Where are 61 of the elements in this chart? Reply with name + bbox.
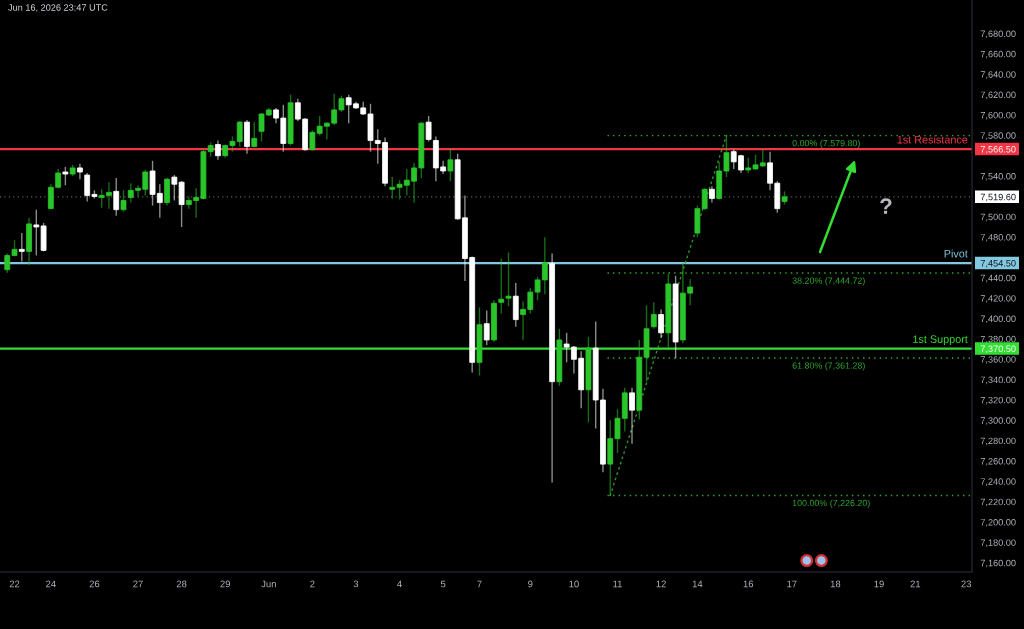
- y-tick-label: 7,340.00: [980, 376, 1016, 385]
- x-tick-label: 18: [830, 580, 841, 588]
- y-tick-label: 7,440.00: [980, 274, 1016, 283]
- ref-line-label: 1st Resistance: [897, 135, 968, 144]
- ref-line-label: 38.20% (7,444.72): [792, 277, 865, 286]
- annotation: ?: [880, 198, 892, 214]
- y-tick-label: 7,370.50: [980, 345, 1016, 354]
- x-tick-label: 22: [9, 580, 20, 588]
- x-tick-label: 28: [176, 580, 187, 588]
- y-tick-label: 7,240.00: [980, 478, 1016, 486]
- y-tick-label: 7,220.00: [980, 498, 1016, 507]
- y-tick-label: 7,660.00: [980, 50, 1016, 59]
- y-tick-label: 7,380.00: [980, 335, 1016, 344]
- ref-line-label: 100.00% (7,226.20): [792, 499, 870, 508]
- x-tick-label: 10: [569, 580, 579, 588]
- y-tick-label: 7,600.00: [980, 111, 1016, 120]
- x-tick-label: 12: [656, 580, 666, 588]
- x-tick-label: 9: [528, 580, 533, 588]
- x-tick-label: 11: [613, 580, 622, 588]
- x-tick-label: 26: [89, 580, 100, 588]
- x-tick-label: Jun: [261, 580, 276, 588]
- y-tick-label: 7,680.00: [980, 30, 1016, 39]
- x-tick-label: 5: [440, 580, 446, 588]
- x-tick-label: 7: [477, 580, 482, 588]
- x-tick-label: 27: [133, 580, 143, 588]
- y-tick-label: 7,540.00: [980, 173, 1016, 181]
- y-tick-label: 7,500.00: [980, 213, 1016, 222]
- x-tick-label: 16: [743, 580, 754, 588]
- y-tick-label: 7,400.00: [980, 315, 1016, 324]
- candlestick: [164, 177, 170, 207]
- y-tick-label: 7,640.00: [980, 71, 1016, 79]
- x-tick-label: 14: [692, 580, 703, 588]
- y-tick-label: 7,420.00: [980, 295, 1016, 303]
- y-tick-label: 7,519.60: [980, 193, 1016, 202]
- y-tick-label: 7,454.50: [980, 260, 1016, 268]
- y-tick-label: 7,566.50: [980, 146, 1016, 154]
- x-tick-label: 21: [910, 580, 921, 588]
- y-tick-label: 7,360.00: [980, 356, 1016, 364]
- x-tick-label: 2: [310, 580, 315, 588]
- x-tick-label: 24: [46, 580, 56, 588]
- y-tick-label: 7,320.00: [980, 396, 1016, 405]
- x-tick-label: 17: [787, 580, 797, 588]
- y-tick-label: 7,580.00: [980, 132, 1016, 140]
- y-tick-label: 7,280.00: [980, 437, 1016, 446]
- x-tick-label: 19: [874, 580, 884, 588]
- ref-line-label: 0.00% (7,579.80): [792, 139, 860, 149]
- y-tick-label: 7,160.00: [980, 559, 1016, 568]
- x-tick-label: 3: [353, 580, 359, 588]
- annotation: Jun 16, 2026 23:47 UTC: [8, 4, 108, 12]
- y-tick-label: 7,480.00: [980, 234, 1016, 242]
- x-tick-label: 4: [397, 580, 402, 588]
- y-tick-label: 7,300.00: [980, 417, 1016, 425]
- ref-line-label: 1st Support: [913, 335, 968, 346]
- y-tick-label: 7,180.00: [980, 539, 1016, 547]
- y-tick-label: 7,620.00: [980, 91, 1016, 100]
- x-tick-label: 29: [220, 580, 231, 588]
- x-tick-label: 23: [961, 580, 972, 588]
- ref-line-label: 61.80% (7,361.28): [792, 362, 865, 371]
- ref-line-label: Pivot: [944, 249, 968, 258]
- y-tick-label: 7,200.00: [980, 519, 1016, 527]
- y-tick-label: 7,260.00: [980, 457, 1016, 466]
